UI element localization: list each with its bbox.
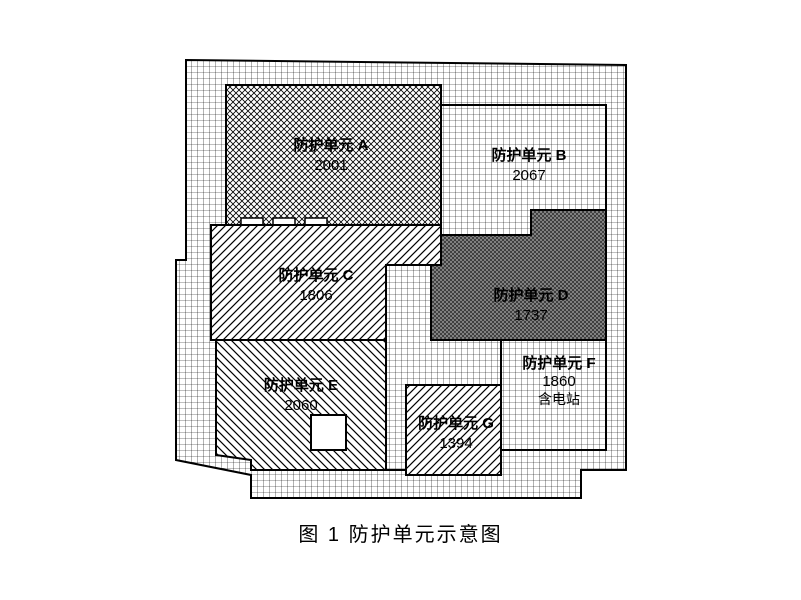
room-d-label: 防护单元 D: [493, 286, 568, 304]
room-a-value: 2001: [314, 157, 347, 174]
room-e-cutout: [311, 415, 346, 450]
figure-wrap: 防护单元 A 2001 防护单元 B 2067 防护单元 C 1806 防护单元…: [0, 0, 801, 600]
room-e-value: 2060: [284, 397, 317, 414]
room-f-value: 1860: [542, 373, 575, 390]
room-f-sub: 含电站: [538, 391, 580, 407]
room-g-value: 1394: [439, 435, 472, 452]
room-a-label: 防护单元 A: [293, 136, 368, 154]
room-d-value: 1737: [514, 307, 547, 324]
room-b-value: 2067: [512, 167, 545, 184]
room-c-value: 1806: [299, 287, 332, 304]
room-f-label: 防护单元 F: [522, 354, 595, 372]
floorplan-svg: 防护单元 A 2001 防护单元 B 2067 防护单元 C 1806 防护单元…: [131, 0, 671, 500]
room-b-label: 防护单元 B: [491, 146, 566, 164]
figure-caption: 图 1 防护单元示意图: [0, 518, 801, 547]
room-e-label: 防护单元 E: [263, 376, 337, 394]
room-g-label: 防护单元 G: [418, 414, 494, 432]
room-c-label: 防护单元 C: [278, 266, 353, 284]
